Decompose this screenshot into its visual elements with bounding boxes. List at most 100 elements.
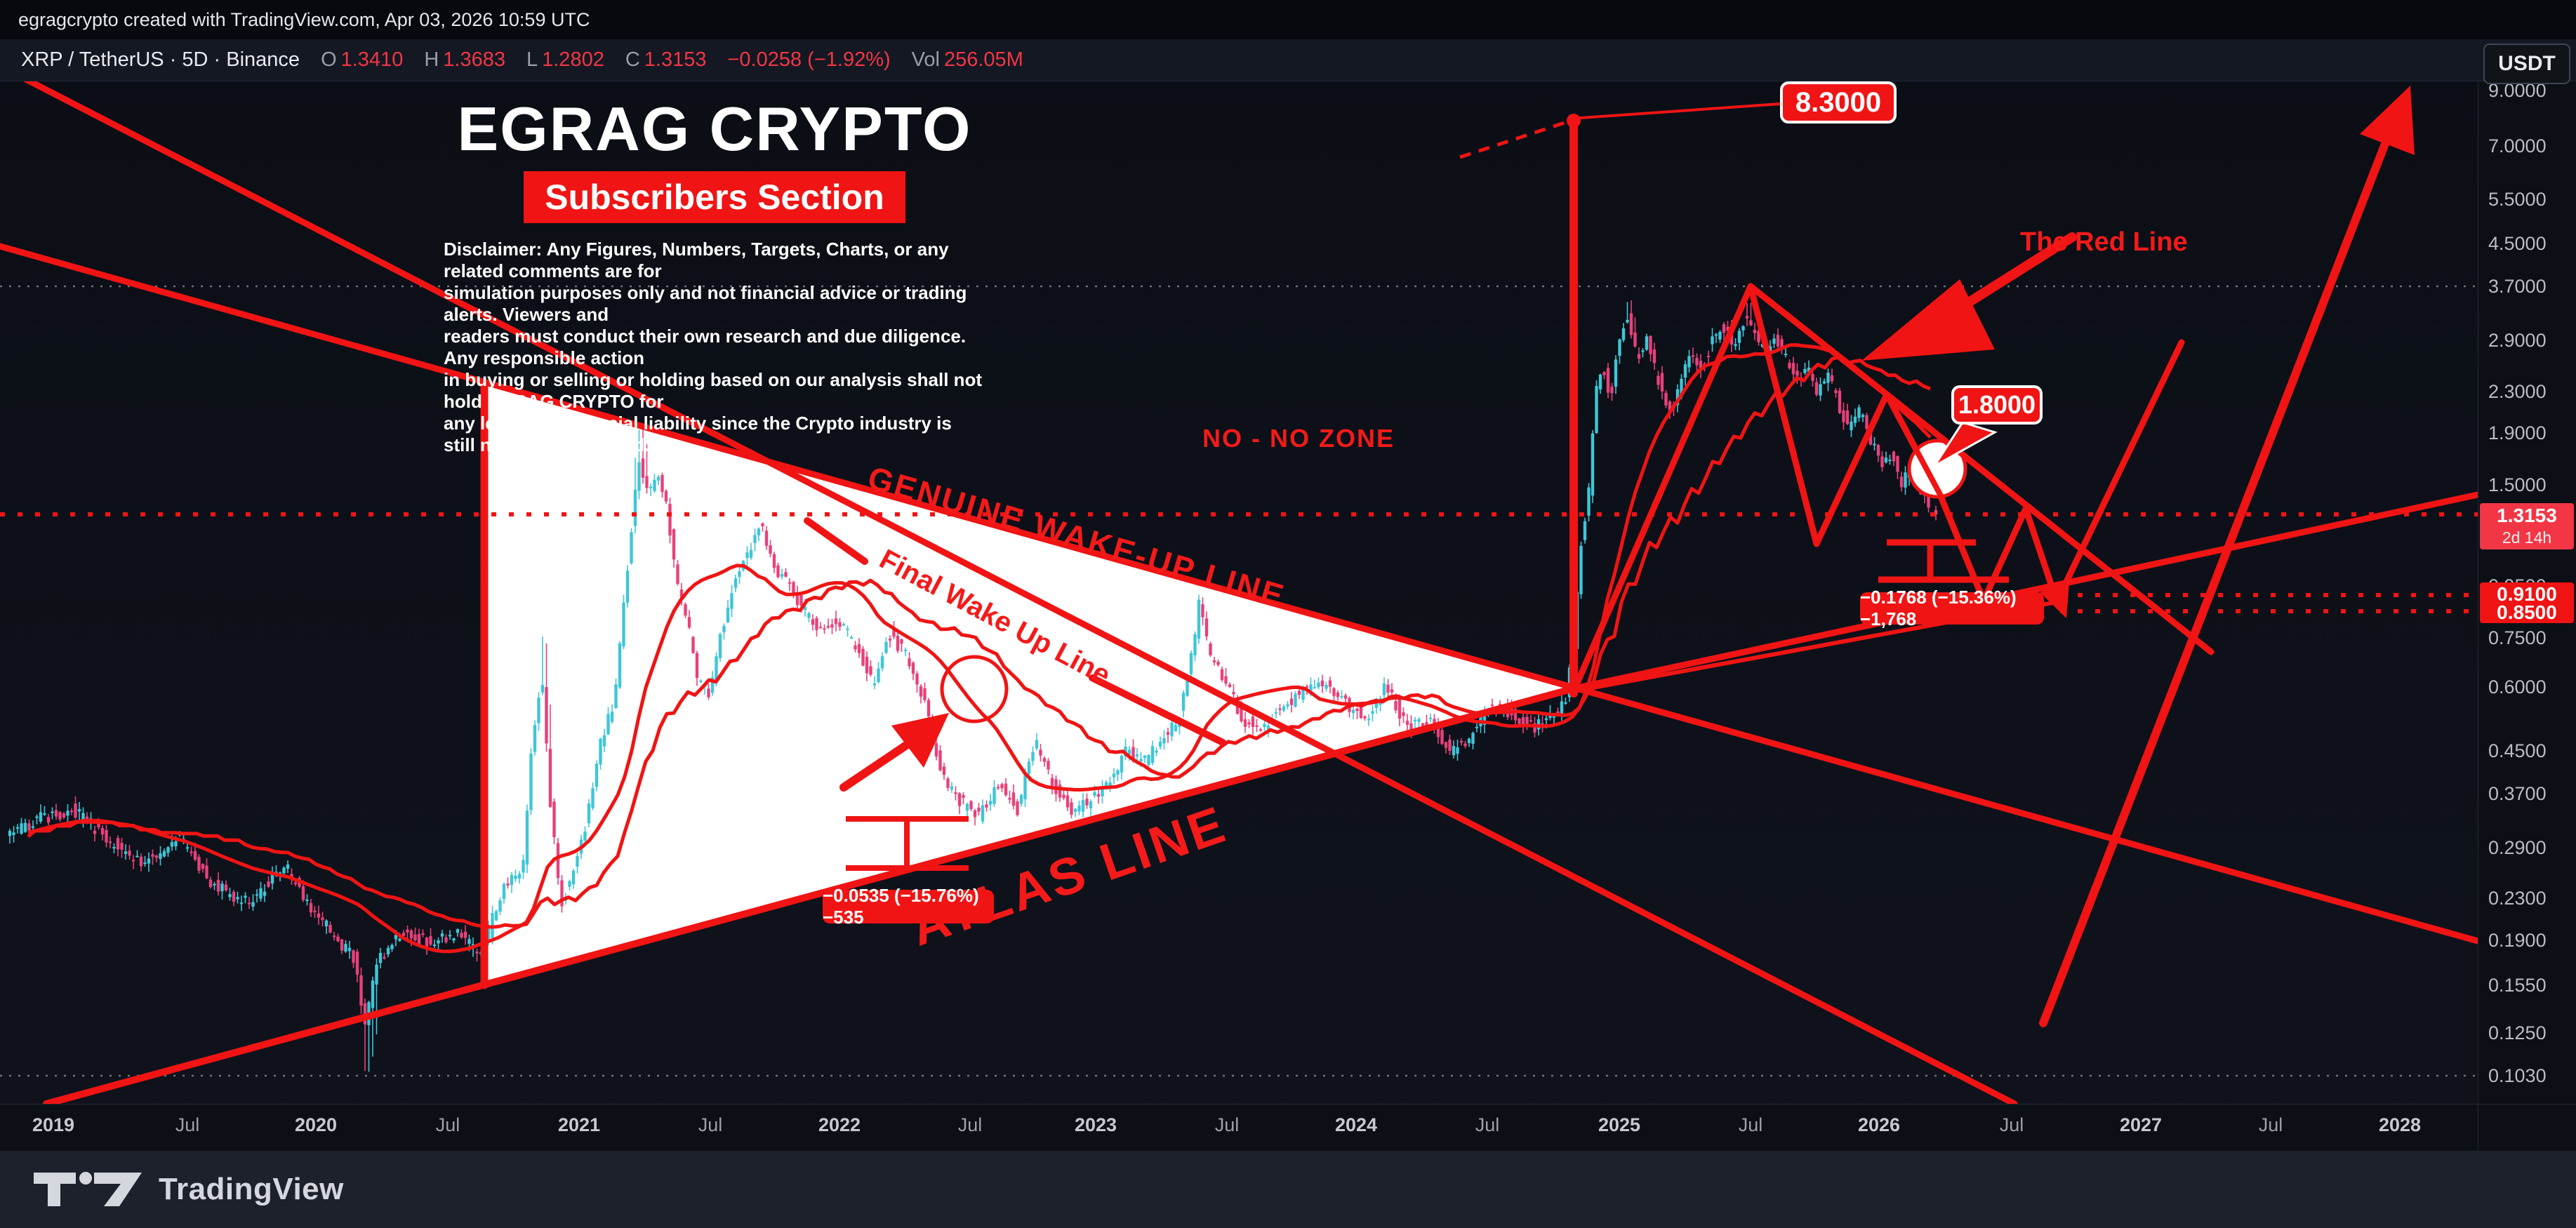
ohlc-low: L 1.2802 (526, 48, 604, 71)
white-triangle-pattern (484, 383, 1574, 985)
price-tick: 7.0000 (2488, 135, 2547, 156)
price-tick: 0.1550 (2488, 975, 2547, 996)
alert-price-0.8500[interactable]: 0.8500 (2480, 602, 2574, 623)
price-tick: 0.2300 (2488, 888, 2547, 909)
target-anchor-dot (1567, 114, 1581, 128)
time-tick: Jul (175, 1114, 200, 1135)
tradingview-brand-text[interactable]: TradingView (159, 1172, 344, 1206)
price-tick: 4.5000 (2488, 233, 2547, 254)
cross-arrow-shaft[interactable] (839, 734, 921, 792)
price-tick: 0.1030 (2488, 1065, 2547, 1086)
price-tick: 5.5000 (2488, 189, 2547, 210)
time-tick: 2020 (294, 1114, 338, 1135)
price-tick: 0.3700 (2488, 783, 2547, 804)
disclaimer-line: Disclaimer: Any Figures, Numbers, Target… (444, 239, 949, 281)
price-tick: 2.9000 (2488, 330, 2547, 351)
upper-steep-trendline[interactable] (0, 62, 2018, 1107)
genuine-wake-up-trendline[interactable] (0, 243, 2481, 945)
target-connector[interactable] (1579, 102, 1781, 119)
time-tick: Jul (1475, 1114, 1500, 1135)
time-tick: 2024 (1334, 1114, 1378, 1135)
price-tick: 2.3000 (2488, 381, 2547, 402)
watermark-title: EGRAG CRYPTO (457, 94, 972, 163)
price-tick: 0.1900 (2488, 930, 2547, 951)
cross-arrowhead-icon (891, 713, 949, 768)
circle-cross-segment (1908, 438, 1946, 501)
time-tick: 2028 (2378, 1114, 2422, 1135)
price-tick: 1.5000 (2488, 474, 2547, 495)
bull-arrowhead-icon (2360, 86, 2415, 155)
moving-average-fast (27, 343, 1932, 954)
time-tick: 2026 (1857, 1114, 1901, 1135)
ohlc-open: O 1.3410 (321, 48, 404, 71)
time-tick: 2021 (557, 1114, 601, 1135)
measurement-label-atlas[interactable]: −0.0535 (−15.76%) −535 (823, 885, 994, 928)
bar-countdown: 2d 14h (2502, 528, 2552, 547)
red-line-arrowhead-icon (1861, 279, 1995, 361)
symbol-title[interactable]: XRP / TetherUS · 5D · Binance (21, 48, 300, 71)
moving-average-slow (27, 355, 1931, 929)
disclaimer-line: simulation purposes only and not financi… (444, 282, 967, 325)
time-tick: Jul (435, 1114, 460, 1135)
currency-toggle-button[interactable]: USDT (2483, 44, 2570, 84)
atlas-trendline[interactable] (43, 685, 1578, 1107)
price-tick: 0.2900 (2488, 837, 2547, 858)
the-red-line-label[interactable]: The Red Line (2020, 227, 2188, 257)
price-target-8.3000[interactable]: 8.3000 (1780, 81, 1897, 124)
price-tick: 1.9000 (2488, 422, 2547, 443)
time-tick: 2027 (2119, 1114, 2163, 1135)
volume: Vol 256.05M (911, 48, 1023, 71)
zigzag-arrowhead-icon (2040, 582, 2069, 618)
current-price-label[interactable]: 1.3153 2d 14h (2480, 503, 2574, 549)
ma-cross-circle[interactable] (940, 655, 1009, 723)
alert-price-0.9100[interactable]: 0.9100 (2480, 582, 2574, 606)
disclaimer-line: in buying or selling or holding based on… (444, 369, 983, 412)
tradingview-logo-icon[interactable] (32, 1171, 145, 1208)
disclaimer-text: Disclaimer: Any Figures, Numbers, Target… (444, 239, 985, 456)
disclaimer-line: any legal and financial liability since … (444, 413, 952, 455)
recovery-line[interactable] (2053, 339, 2185, 606)
bull-arrow-line[interactable] (2039, 140, 2389, 1027)
time-tick: 2025 (1598, 1114, 1641, 1135)
attribution-bar: egragcrypto created with TradingView.com… (0, 0, 2576, 39)
price-scale[interactable]: 9.0000 7.0000 5.5000 4.5000 3.7000 2.9000 2.30… (2478, 80, 2576, 1104)
time-scale[interactable]: 2019 Jul 2020 Jul 2021 Jul 2022 Jul 2023 Jul 2024 J… (0, 1104, 2576, 1152)
red-line-arrow-shaft[interactable] (1960, 232, 2077, 309)
atlas-trendline-extension[interactable] (1571, 491, 2481, 692)
price-tick: 0.7500 (2488, 627, 2547, 648)
price-tick: 0.1250 (2488, 1022, 2547, 1043)
time-tick: 2023 (1074, 1114, 1117, 1135)
time-scale-corner (2478, 1104, 2576, 1152)
time-tick: Jul (698, 1114, 723, 1135)
circle-cross-segment (1893, 399, 1989, 476)
time-tick: Jul (957, 1114, 983, 1135)
price-tick: 0.4500 (2488, 740, 2547, 761)
price-tick: 0.6000 (2488, 676, 2547, 698)
ohlc-close: C 1.3153 (625, 48, 707, 71)
price-target-1.8000[interactable]: 1.8000 (1951, 385, 2043, 425)
pointer-segment[interactable] (804, 517, 868, 565)
time-tick: Jul (1738, 1114, 1763, 1135)
watermark-block: EGRAG CRYPTO Subscribers Section Disclai… (434, 98, 995, 456)
attribution-text: egragcrypto created with TradingView.com… (18, 8, 590, 30)
no-no-zone-label[interactable]: NO - NO ZONE (1202, 424, 1395, 453)
time-tick: 2019 (32, 1114, 75, 1135)
time-tick: Jul (1999, 1114, 2024, 1135)
time-tick: Jul (1214, 1114, 1240, 1135)
subscribers-banner: Subscribers Section (524, 171, 905, 223)
time-tick: 2022 (818, 1114, 861, 1135)
footer-bar: TradingView (0, 1151, 2576, 1228)
current-price-value: 1.3153 (2497, 505, 2557, 526)
target-tag-tail (1933, 421, 1998, 467)
ohlc-high: H 1.3683 (424, 48, 505, 71)
price-tick: 3.7000 (2488, 276, 2547, 297)
change-value: −0.0258 (−1.92%) (727, 48, 891, 71)
time-tick: Jul (2258, 1114, 2283, 1135)
measurement-label-red-line[interactable]: −0.1768 (−15.36%) −1,768 (1860, 587, 2044, 629)
final-line-pointer[interactable] (1089, 674, 1226, 746)
dashed-projection-line[interactable] (1459, 120, 1567, 159)
disclaimer-line: readers must conduct their own research … (444, 326, 967, 368)
